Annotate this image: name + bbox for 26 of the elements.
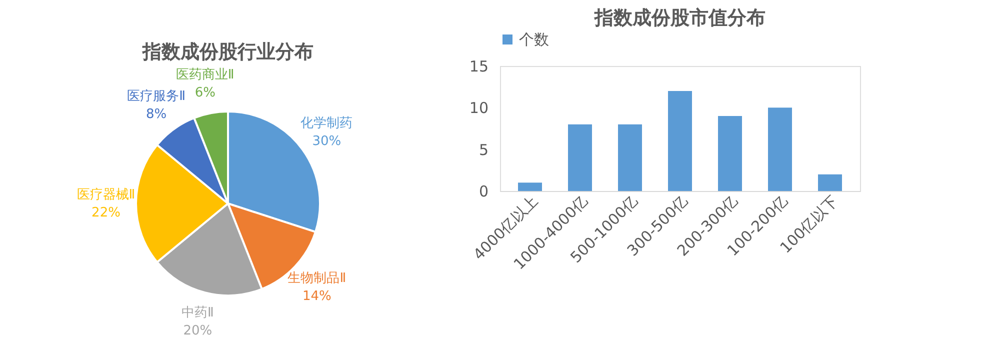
bar (668, 91, 692, 191)
data-label: 20% (183, 324, 212, 339)
slice-label: 医疗器械Ⅱ (76, 188, 136, 202)
slice-label: 医药商业Ⅱ (176, 68, 234, 83)
bar (518, 182, 542, 191)
chart-title: 指数成份股市值分布 (594, 7, 766, 29)
y-tick-label: 15 (469, 58, 488, 76)
legend-label: 个数 (519, 30, 549, 48)
slice-label: 中药Ⅱ (181, 306, 214, 321)
y-tick-label: 10 (469, 99, 488, 118)
slice-label: 生物制品Ⅱ (288, 271, 346, 286)
chart-title: 指数成份股行业分布 (142, 41, 314, 63)
y-tick-label: 0 (478, 182, 488, 200)
bar (768, 108, 792, 191)
bar (618, 124, 642, 191)
data-label: 6% (194, 86, 216, 101)
bar (818, 174, 842, 191)
data-label: 22% (92, 206, 120, 220)
data-label: 14% (302, 289, 332, 304)
bar (718, 116, 742, 191)
slice-label: 化学制药 (300, 116, 353, 131)
bar (568, 124, 592, 191)
data-label: 30% (312, 134, 342, 149)
data-label: 8% (146, 106, 167, 122)
y-tick-label: 5 (478, 140, 488, 159)
slice-label: 医疗服务Ⅱ (127, 88, 186, 104)
